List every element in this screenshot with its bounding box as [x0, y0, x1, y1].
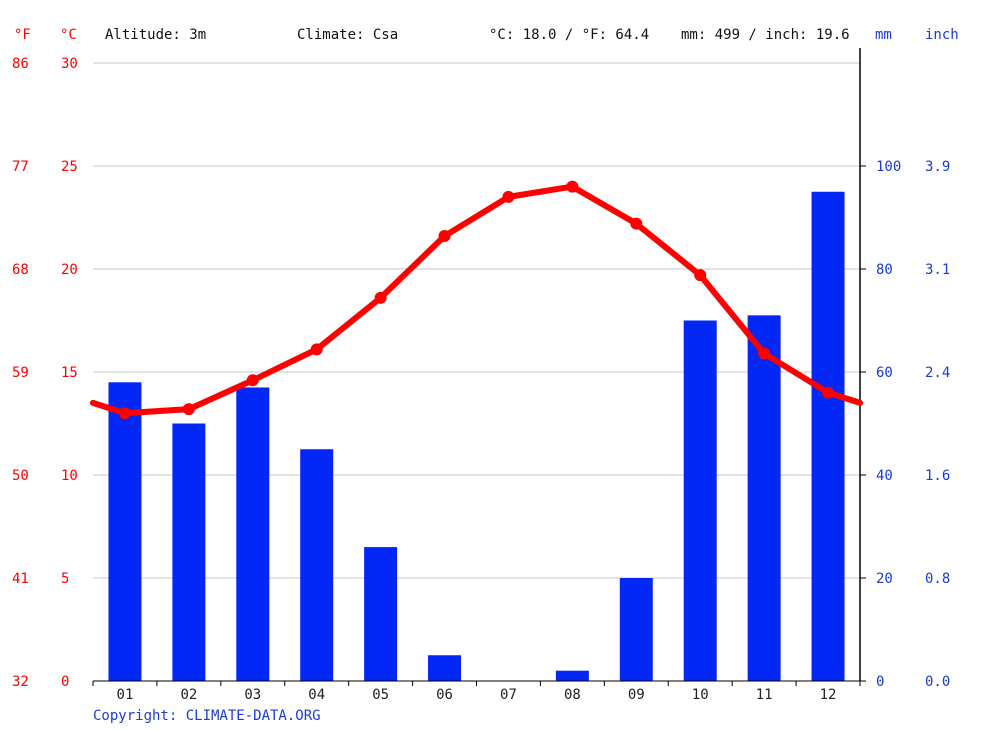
temperature-point: [694, 269, 707, 282]
month-label: 05: [372, 687, 389, 703]
precipitation-bar: [300, 449, 334, 681]
inch-tick-label: 1.6: [925, 468, 950, 484]
precipitation-bar: [811, 191, 845, 681]
month-label: 04: [308, 687, 325, 703]
axes: [92, 48, 866, 686]
fahrenheit-tick-label: 86: [12, 56, 29, 72]
precipitation-bar: [236, 387, 270, 681]
celsius-tick-label: 25: [61, 159, 78, 175]
mm-tick-label: 60: [876, 365, 893, 381]
grid-lines: [93, 62, 860, 579]
month-label: 07: [500, 687, 517, 703]
precipitation-bar: [555, 670, 589, 681]
month-label: 08: [564, 687, 581, 703]
total-precipitation-label: mm: 499 / inch: 19.6: [681, 27, 850, 43]
mm-tick-label: 100: [876, 159, 901, 175]
month-label: 10: [692, 687, 709, 703]
month-label: 11: [756, 687, 773, 703]
temperature-point: [246, 374, 259, 387]
inch-tick-label: 2.4: [925, 365, 950, 381]
fahrenheit-tick-label: 32: [12, 674, 29, 690]
mm-tick-label: 40: [876, 468, 893, 484]
temperature-line: [90, 180, 863, 420]
temperature-point: [630, 217, 643, 230]
month-label: 03: [244, 687, 261, 703]
month-label: 09: [628, 687, 645, 703]
celsius-tick-label: 5: [61, 571, 69, 587]
celsius-tick-label: 15: [61, 365, 78, 381]
month-label: 02: [180, 687, 197, 703]
inch-tick-label: 0.8: [925, 571, 950, 587]
inch-tick-label: 3.9: [925, 159, 950, 175]
temperature-point: [310, 343, 323, 356]
inch-tick-label: 0.0: [925, 674, 950, 690]
fahrenheit-tick-label: 77: [12, 159, 29, 175]
precipitation-bar: [364, 547, 398, 681]
average-temperature-label: °C: 18.0 / °F: 64.4: [489, 27, 649, 43]
mm-tick-label: 0: [876, 674, 884, 690]
precipitation-bar: [428, 655, 462, 681]
mm-tick-label: 80: [876, 262, 893, 278]
precipitation-bar: [108, 382, 142, 681]
right-axis-labels: 0 0.0 20 0.8 40 1.6 60 2.4 80 3.1 100 3.9: [876, 159, 950, 690]
temperature-point: [374, 291, 387, 304]
celsius-tick-label: 20: [61, 262, 78, 278]
month-labels: 01 02 03 04 05 06 07 08 09 10 11 12: [117, 687, 837, 703]
fahrenheit-tick-label: 68: [12, 262, 29, 278]
inch-tick-label: 3.1: [925, 262, 950, 278]
temperature-line-path: [90, 183, 863, 417]
altitude-label: Altitude: 3m: [105, 27, 206, 43]
left-axis-labels: 32 0 41 5 50 10 59 15 68 20 77 25 86 30: [12, 56, 78, 690]
month-label: 12: [820, 687, 837, 703]
precipitation-bar: [683, 320, 717, 681]
celsius-unit-label: °C: [60, 27, 77, 43]
inch-unit-label: inch: [925, 27, 959, 43]
temperature-point: [118, 407, 131, 420]
climate-label: Climate: Csa: [297, 27, 398, 43]
month-label: 06: [436, 687, 453, 703]
temperature-point: [566, 180, 579, 193]
temperature-point: [758, 347, 771, 360]
celsius-tick-label: 0: [61, 674, 69, 690]
celsius-tick-label: 30: [61, 56, 78, 72]
precipitation-bars: [108, 191, 845, 681]
mm-unit-label: mm: [875, 27, 892, 43]
temperature-point: [822, 386, 835, 399]
fahrenheit-tick-label: 50: [12, 468, 29, 484]
precipitation-bar: [172, 423, 206, 681]
precipitation-bar: [747, 315, 781, 681]
mm-tick-label: 20: [876, 571, 893, 587]
temperature-point: [438, 230, 451, 243]
celsius-tick-label: 10: [61, 468, 78, 484]
fahrenheit-tick-label: 41: [12, 571, 29, 587]
precipitation-bar: [619, 578, 653, 681]
temperature-point: [182, 403, 195, 416]
fahrenheit-tick-label: 59: [12, 365, 29, 381]
month-label: 01: [117, 687, 134, 703]
fahrenheit-unit-label: °F: [14, 27, 31, 43]
temperature-point: [502, 190, 515, 203]
header-row: °F °C Altitude: 3m Climate: Csa °C: 18.0…: [14, 27, 959, 43]
copyright-text: Copyright: CLIMATE-DATA.ORG: [93, 708, 321, 724]
